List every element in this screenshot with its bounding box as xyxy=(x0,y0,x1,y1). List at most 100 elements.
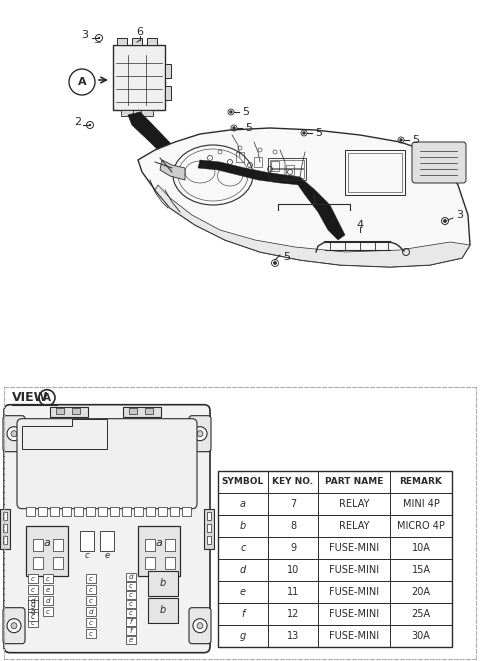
Text: g: g xyxy=(240,631,246,641)
Bar xyxy=(53,539,63,551)
Text: 25A: 25A xyxy=(411,609,431,619)
Bar xyxy=(28,600,38,609)
Text: e: e xyxy=(105,551,109,560)
Text: 8: 8 xyxy=(290,521,296,531)
Text: e: e xyxy=(129,637,133,642)
Bar xyxy=(126,627,136,635)
Bar xyxy=(126,591,136,599)
Text: b: b xyxy=(240,521,246,531)
Bar xyxy=(204,509,214,549)
Text: e: e xyxy=(46,587,50,593)
Bar xyxy=(218,559,452,581)
Text: d: d xyxy=(31,609,35,615)
Polygon shape xyxy=(138,128,470,267)
Text: c: c xyxy=(89,587,93,593)
Text: 13: 13 xyxy=(287,631,299,641)
Text: b: b xyxy=(160,578,166,588)
Text: 20A: 20A xyxy=(411,587,431,597)
Text: 2: 2 xyxy=(74,117,82,127)
Bar xyxy=(158,507,167,516)
Bar xyxy=(38,507,47,516)
Bar xyxy=(0,509,10,549)
Text: FUSE-MINI: FUSE-MINI xyxy=(329,609,379,619)
Bar xyxy=(165,557,175,568)
Circle shape xyxy=(11,623,17,629)
Bar xyxy=(72,408,80,414)
Bar xyxy=(141,110,153,116)
Text: c: c xyxy=(31,587,35,593)
Text: 4: 4 xyxy=(357,220,363,230)
Text: c: c xyxy=(46,576,50,582)
Circle shape xyxy=(7,427,21,441)
Bar xyxy=(126,600,136,607)
Bar xyxy=(126,636,136,644)
Text: c: c xyxy=(89,598,93,603)
Bar xyxy=(268,158,306,180)
Bar xyxy=(207,535,211,544)
Bar xyxy=(138,525,180,576)
Polygon shape xyxy=(128,112,200,175)
Polygon shape xyxy=(22,418,107,449)
Bar xyxy=(80,531,94,551)
Text: 3: 3 xyxy=(82,30,88,40)
Text: c: c xyxy=(129,592,133,598)
Bar xyxy=(132,38,142,45)
Circle shape xyxy=(7,619,21,633)
Bar xyxy=(271,161,279,171)
Text: b: b xyxy=(160,605,166,615)
Bar xyxy=(218,581,452,603)
Circle shape xyxy=(230,111,232,113)
Bar xyxy=(218,515,452,537)
FancyBboxPatch shape xyxy=(189,607,211,644)
Bar xyxy=(3,512,7,520)
Bar xyxy=(148,570,178,596)
Bar xyxy=(26,525,68,576)
Bar xyxy=(126,609,136,617)
Bar xyxy=(121,110,133,116)
Bar xyxy=(86,574,96,583)
Text: c: c xyxy=(31,576,35,582)
Text: A: A xyxy=(78,77,86,87)
Text: 12: 12 xyxy=(287,609,299,619)
Text: FUSE-MINI: FUSE-MINI xyxy=(329,543,379,553)
Text: e: e xyxy=(240,587,246,597)
FancyBboxPatch shape xyxy=(4,405,210,652)
Text: f: f xyxy=(241,609,245,619)
Text: c: c xyxy=(31,620,35,626)
Text: d: d xyxy=(31,598,35,603)
Text: 7: 7 xyxy=(290,498,296,509)
FancyBboxPatch shape xyxy=(3,607,25,644)
Circle shape xyxy=(197,623,203,629)
Bar xyxy=(286,165,294,175)
FancyBboxPatch shape xyxy=(3,416,25,451)
Circle shape xyxy=(193,427,207,441)
Text: g: g xyxy=(31,600,36,609)
Bar xyxy=(165,539,175,551)
Text: 1: 1 xyxy=(311,196,317,206)
Bar xyxy=(3,524,7,531)
Bar xyxy=(50,407,88,416)
Bar xyxy=(134,507,143,516)
Bar xyxy=(53,557,63,568)
Bar xyxy=(270,160,304,168)
Bar xyxy=(28,585,38,594)
Text: 6: 6 xyxy=(136,27,144,37)
Bar xyxy=(26,507,35,516)
Bar xyxy=(145,539,155,551)
Bar xyxy=(33,539,43,551)
FancyBboxPatch shape xyxy=(189,416,211,451)
Text: a: a xyxy=(44,537,50,548)
Bar xyxy=(165,64,171,78)
Text: c: c xyxy=(129,601,133,607)
Bar xyxy=(218,471,452,492)
Bar xyxy=(28,611,38,621)
Bar xyxy=(28,574,38,583)
Bar xyxy=(43,585,53,594)
Bar xyxy=(62,507,71,516)
Bar xyxy=(170,507,179,516)
Text: 30A: 30A xyxy=(411,631,431,641)
Circle shape xyxy=(233,127,235,129)
Bar xyxy=(98,507,107,516)
Text: FUSE-MINI: FUSE-MINI xyxy=(329,631,379,641)
Circle shape xyxy=(274,262,276,264)
